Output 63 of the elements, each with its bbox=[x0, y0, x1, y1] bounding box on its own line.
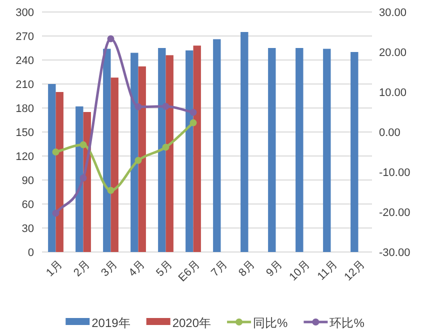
y2-tick-label: 10.00 bbox=[379, 87, 407, 99]
point bbox=[134, 103, 142, 110]
x-tick-label: E6月 bbox=[176, 258, 202, 284]
bar bbox=[103, 48, 111, 252]
y2-tick-label: -20.00 bbox=[379, 207, 410, 219]
x-tick-label: 5月 bbox=[154, 258, 175, 280]
point bbox=[80, 141, 87, 148]
y-tick-label: 150 bbox=[16, 127, 34, 139]
bar bbox=[48, 84, 56, 252]
x-tick-label: 8月 bbox=[236, 258, 258, 280]
legend-label: 环比% bbox=[330, 316, 365, 330]
y-tick-label: 0 bbox=[28, 247, 34, 259]
point bbox=[190, 108, 197, 116]
y2-tick-label: 0.00 bbox=[379, 127, 400, 139]
point bbox=[107, 186, 114, 194]
y2-tick-label: -10.00 bbox=[379, 167, 410, 179]
x-tick-label: 2月 bbox=[72, 258, 92, 280]
bar bbox=[166, 55, 174, 252]
bar bbox=[193, 46, 201, 252]
legend-label: 2019年 bbox=[92, 316, 130, 330]
point bbox=[52, 210, 60, 217]
y-tick-label: 60 bbox=[22, 199, 34, 211]
y-tick-label: 210 bbox=[16, 79, 34, 91]
x-tick-label: 1月 bbox=[44, 258, 65, 280]
bar bbox=[296, 48, 304, 252]
point bbox=[162, 102, 170, 110]
x-tick-label: 11月 bbox=[315, 258, 340, 283]
point bbox=[80, 174, 87, 182]
bar bbox=[186, 50, 194, 252]
bar bbox=[268, 48, 276, 252]
x-tick-label: 4月 bbox=[126, 258, 148, 280]
y-tick-label: 120 bbox=[16, 151, 34, 163]
y-tick-label: 300 bbox=[16, 7, 34, 19]
point bbox=[162, 144, 170, 151]
bar bbox=[213, 39, 221, 252]
y2-tick-label: 30.00 bbox=[379, 7, 407, 19]
x-tick-label: 7月 bbox=[209, 258, 230, 280]
legend-label: 同比% bbox=[253, 316, 288, 330]
y2-tick-label: -30.00 bbox=[379, 247, 410, 259]
y2-tick-label: 20.00 bbox=[379, 47, 407, 59]
point bbox=[134, 156, 142, 164]
y-tick-label: 30 bbox=[22, 223, 34, 235]
x-tick-label: 9月 bbox=[264, 258, 285, 280]
bar bbox=[323, 48, 331, 252]
bar bbox=[110, 78, 118, 252]
point bbox=[107, 35, 114, 42]
x-tick-label: 3月 bbox=[99, 258, 120, 280]
bar bbox=[138, 66, 146, 252]
bar bbox=[240, 32, 248, 252]
y-tick-label: 90 bbox=[22, 175, 34, 187]
y-tick-label: 180 bbox=[16, 103, 34, 115]
bar bbox=[158, 48, 166, 252]
point bbox=[52, 148, 60, 156]
y-tick-label: 240 bbox=[16, 55, 34, 67]
bar bbox=[130, 52, 138, 252]
bar bbox=[350, 52, 358, 252]
bar bbox=[56, 92, 64, 252]
x-tick-label: 10月 bbox=[287, 258, 312, 284]
y-tick-label: 270 bbox=[16, 31, 34, 43]
x-tick-label: 12月 bbox=[342, 258, 368, 284]
legend-label: 2020年 bbox=[172, 316, 212, 330]
bar bbox=[76, 106, 84, 252]
point bbox=[190, 119, 197, 126]
